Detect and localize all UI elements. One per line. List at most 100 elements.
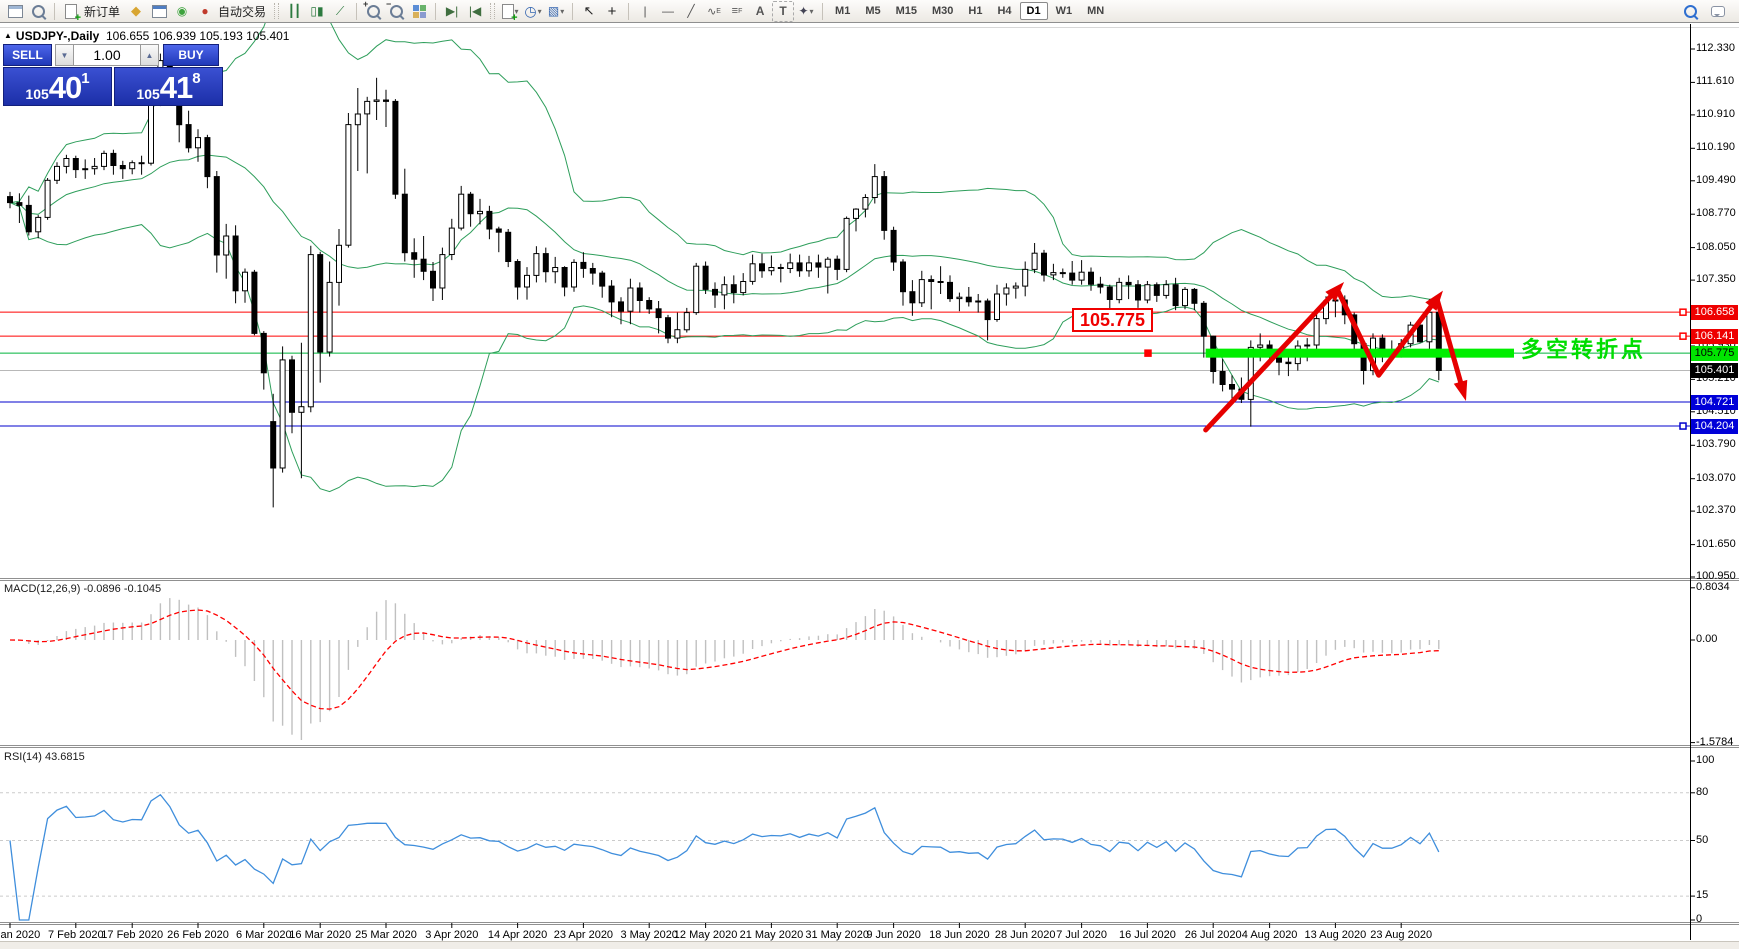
collapse-triangle-icon[interactable]: ▲	[4, 31, 12, 40]
date-axis-label: 12 May 2020	[673, 929, 738, 941]
buy-price-point: 8	[192, 70, 201, 87]
templates-icon[interactable]: ▧ ▾	[547, 4, 565, 18]
volume-stepper: ▼ 1.00 ▲	[55, 44, 159, 66]
price-axis-badge: 106.141	[1691, 328, 1738, 344]
bull-bear-turning-point-text[interactable]: 多空转折点	[1521, 337, 1647, 362]
volume-decrease-button[interactable]: ▼	[55, 44, 74, 66]
elliott-wave-tool-icon[interactable]: ∿ E	[707, 5, 721, 18]
price-axis-tick: 108.050	[1696, 240, 1736, 253]
date-axis-label: 14 Apr 2020	[487, 929, 548, 941]
quotes-icon[interactable]: ◆	[131, 3, 142, 18]
profile-icon[interactable]	[27, 1, 49, 22]
autotrading-icon[interactable]: ●	[201, 4, 209, 18]
macd-axis-tick: -1.5784	[1696, 735, 1734, 748]
volume-increase-button[interactable]: ▲	[140, 44, 159, 66]
new-order-icon[interactable]	[60, 1, 82, 24]
chart-shift-icon[interactable]: |◀	[468, 4, 482, 18]
price-axis-badge: 105.775	[1691, 345, 1738, 361]
timeframe-m15-button[interactable]: M15	[895, 5, 917, 17]
new-order-label[interactable]: 新订单	[84, 4, 121, 19]
toolbar-grip	[274, 3, 280, 19]
horizontal-line-tool-icon[interactable]: —	[662, 4, 675, 18]
price-axis-badge: 104.204	[1691, 418, 1738, 434]
rsi-axis-tick: 15	[1696, 889, 1709, 902]
sell-price-pips: 40	[48, 70, 82, 105]
sell-button[interactable]: SELL	[3, 44, 52, 66]
date-axis-label: 9 Jun 2020	[866, 929, 921, 941]
timeframe-d1-button[interactable]: D1	[1019, 2, 1048, 20]
date-axis-label: 7 Jul 2020	[1056, 929, 1107, 941]
toolbar-separator	[628, 2, 630, 20]
tile-windows-icon[interactable]	[408, 1, 430, 22]
price-axis-tick: 102.370	[1696, 504, 1736, 517]
price-axis-tick: 100.950	[1696, 570, 1736, 583]
timeframe-h4-button[interactable]: H4	[997, 5, 1012, 17]
buy-price-big-figure: 105	[136, 86, 160, 102]
status-strip	[0, 941, 1739, 949]
price-axis-tick: 101.650	[1696, 537, 1736, 550]
macd-indicator-label: MACD(12,26,9) -0.0896 -0.1045	[4, 583, 162, 595]
date-axis-label: 16 Mar 2020	[289, 929, 352, 941]
date-axis-label: 17 Feb 2020	[101, 929, 164, 941]
sell-price-point: 1	[81, 70, 90, 87]
chat-icon[interactable]	[1707, 1, 1729, 22]
main-toolbar: 新订单 ◆ ◉ ● 自动交易 ┃┃ ▯▮ ⟋ + − ▶| |◀ ▾ ◷▾ ▧▾…	[0, 0, 1739, 24]
zoom-in-icon[interactable]: +	[362, 0, 384, 22]
chart-window-icon[interactable]	[4, 1, 26, 22]
timeframe-h1-button[interactable]: H1	[968, 5, 983, 17]
crosshair-icon[interactable]: +	[607, 2, 617, 20]
bar-chart-type-icon[interactable]: ┃┃	[287, 4, 301, 18]
sell-price-display[interactable]: 105 40 1	[3, 67, 112, 106]
auto-scroll-icon[interactable]: ▶|	[445, 4, 459, 18]
price-axis-badge: 105.401	[1691, 363, 1738, 378]
search-icon[interactable]	[1679, 1, 1701, 22]
vertical-line-tool-icon[interactable]: |	[643, 4, 647, 18]
date-axis-label: 31 May 2020	[805, 929, 869, 941]
periods-icon[interactable]: ◷ ▾	[524, 2, 542, 19]
date-axis-label: 6 Mar 2020	[235, 929, 292, 941]
text-tool-icon[interactable]: A	[755, 4, 765, 18]
support-price-callout[interactable]: 105.775	[1072, 308, 1154, 332]
rsi-axis-tick: 100	[1696, 754, 1715, 766]
timeframe-mn-button[interactable]: MN	[1087, 5, 1105, 17]
candlestick-chart-type-icon[interactable]: ▯▮	[310, 4, 324, 18]
price-axis-tick: 109.490	[1696, 173, 1736, 186]
date-axis-label: 7 Feb 2020	[47, 929, 104, 941]
date-axis-label: 13 Aug 2020	[1304, 929, 1367, 941]
buy-button[interactable]: BUY	[163, 44, 219, 66]
price-axis-badge: 104.721	[1691, 394, 1738, 410]
timeframe-m1-button[interactable]: M1	[835, 5, 851, 17]
indicators-list-icon[interactable]: ▾	[499, 1, 521, 24]
chart-symbol-period: USDJPY-,Daily	[15, 29, 100, 43]
rsi-axis-tick: 50	[1696, 833, 1709, 846]
line-chart-type-icon[interactable]: ⟋	[335, 3, 345, 18]
fibonacci-tool-icon[interactable]: ≡ F	[731, 5, 743, 17]
cursor-icon[interactable]: ↖	[583, 3, 595, 18]
chart-ohlc-values: 106.655 106.939 105.193 105.401	[105, 29, 290, 43]
price-axis-tick: 110.910	[1696, 107, 1735, 120]
macd-axis-tick: 0.00	[1696, 633, 1718, 645]
buy-price-display[interactable]: 105 41 8	[114, 67, 223, 106]
timeframe-m5-button[interactable]: M5	[865, 5, 881, 17]
rsi-axis-tick: 80	[1696, 785, 1709, 798]
price-axis-tick: 108.770	[1696, 207, 1736, 220]
toolbar-separator	[54, 2, 55, 20]
text-label-tool-icon[interactable]: T	[772, 0, 795, 22]
zoom-out-icon[interactable]: −	[385, 0, 407, 22]
trendline-tool-icon[interactable]: ╱	[687, 4, 695, 18]
timeframe-m30-button[interactable]: M30	[932, 5, 954, 17]
timeframe-w1-button[interactable]: W1	[1055, 5, 1073, 17]
rsi-axis-tick: 0	[1696, 913, 1703, 925]
terminal-icon[interactable]	[148, 1, 170, 22]
price-axis-badge: 106.658	[1691, 304, 1738, 320]
volume-input[interactable]: 1.00	[74, 44, 140, 66]
signals-icon[interactable]: ◉	[176, 4, 188, 18]
one-click-trading-panel: SELL ▼ 1.00 ▲ BUY 105 40 1 105 41 8	[3, 44, 223, 106]
arrows-tool-icon[interactable]: ✦ ▾	[798, 4, 814, 18]
autotrading-label[interactable]: 自动交易	[218, 4, 267, 19]
price-axis-tick: 112.330	[1696, 42, 1735, 54]
date-axis-label: 16 Jul 2020	[1118, 929, 1176, 941]
